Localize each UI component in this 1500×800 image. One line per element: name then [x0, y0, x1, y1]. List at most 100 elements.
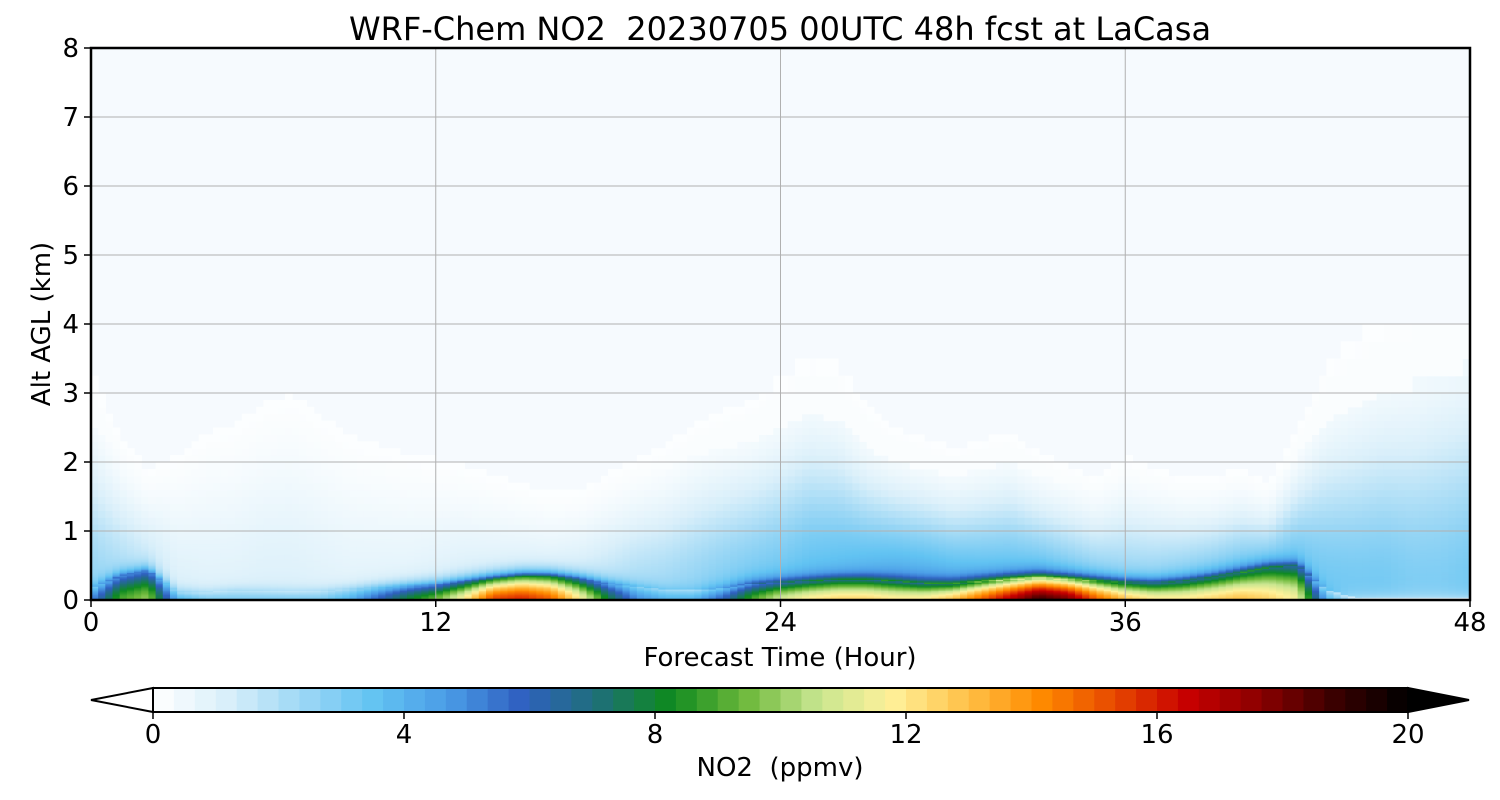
- heatmap-cell: [306, 597, 315, 600]
- heatmap-cell: [371, 573, 379, 576]
- heatmap-cell: [270, 580, 279, 583]
- heatmap-cell: [572, 546, 580, 549]
- heatmap-cell: [184, 532, 193, 535]
- heatmap-cell: [134, 551, 142, 554]
- heatmap-cell: [320, 496, 329, 504]
- heatmap-cell: [126, 571, 135, 573]
- heatmap-cell: [378, 462, 387, 470]
- heatmap-cell: [191, 536, 200, 539]
- heatmap-cell: [651, 594, 659, 597]
- heatmap-cell: [371, 586, 379, 589]
- heatmap-cell: [414, 587, 422, 590]
- heatmap-cell: [665, 575, 674, 578]
- heatmap-cell: [249, 542, 257, 545]
- heatmap-cell: [105, 547, 114, 550]
- heatmap-cell: [313, 569, 322, 572]
- heatmap-cell: [284, 543, 293, 546]
- heatmap-cell: [126, 533, 135, 536]
- heatmap-cell: [407, 536, 415, 539]
- heatmap-cell: [500, 580, 509, 583]
- heatmap-cell: [363, 594, 372, 597]
- heatmap-cell: [399, 496, 408, 504]
- heatmap-cell: [220, 569, 229, 572]
- heatmap-cell: [579, 542, 588, 545]
- heatmap-cell: [320, 564, 329, 567]
- heatmap-cell: [521, 551, 530, 554]
- heatmap-cell: [586, 583, 595, 586]
- heatmap-cell: [335, 557, 343, 560]
- heatmap-cell: [600, 594, 609, 597]
- heatmap-cell: [112, 595, 121, 598]
- heatmap-cell: [565, 591, 573, 594]
- heatmap-cell: [227, 434, 236, 442]
- heatmap-cell: [658, 555, 667, 558]
- heatmap-cell: [385, 533, 394, 536]
- heatmap-cell: [385, 595, 394, 598]
- heatmap-cell: [543, 565, 552, 568]
- heatmap-cell: [399, 591, 408, 594]
- heatmap-cell: [213, 557, 221, 560]
- heatmap-cell: [414, 496, 422, 504]
- heatmap-cell: [313, 584, 322, 587]
- heatmap-cell: [234, 531, 243, 533]
- heatmap-cell: [572, 555, 580, 558]
- heatmap-cell: [306, 579, 315, 582]
- heatmap-cell: [227, 597, 236, 600]
- heatmap-cell: [557, 503, 566, 511]
- heatmap-cell: [450, 558, 458, 561]
- heatmap-cell: [529, 593, 537, 596]
- heatmap-cell: [342, 542, 351, 545]
- heatmap-cell: [435, 546, 444, 549]
- heatmap-cell: [191, 524, 200, 532]
- heatmap-cell: [134, 540, 142, 543]
- heatmap-cell: [320, 557, 329, 560]
- heatmap-cell: [529, 564, 537, 567]
- heatmap-cell: [227, 590, 236, 593]
- heatmap-cell: [105, 577, 114, 580]
- heatmap-cell: [220, 583, 229, 586]
- heatmap-cell: [629, 532, 638, 535]
- heatmap-cell: [213, 562, 221, 565]
- heatmap-cell: [471, 503, 480, 511]
- heatmap-cell: [586, 510, 595, 518]
- heatmap-cell: [629, 543, 638, 546]
- heatmap-cell: [385, 593, 394, 596]
- heatmap-cell: [579, 582, 588, 585]
- heatmap-cell: [306, 572, 315, 575]
- heatmap-cell: [234, 580, 243, 583]
- heatmap-cell: [320, 555, 329, 558]
- heatmap-cell: [486, 543, 494, 546]
- heatmap-cell: [170, 544, 178, 547]
- heatmap-cell: [407, 594, 415, 597]
- heatmap-cell: [299, 531, 308, 533]
- heatmap-cell: [256, 535, 264, 538]
- heatmap-cell: [184, 537, 193, 540]
- heatmap-cell: [191, 586, 200, 589]
- heatmap-cell: [299, 582, 308, 585]
- heatmap-cell: [112, 587, 121, 590]
- heatmap-cell: [349, 586, 358, 589]
- heatmap-cell: [399, 551, 408, 554]
- heatmap-cell: [191, 579, 200, 582]
- heatmap-cell: [205, 557, 214, 560]
- heatmap-cell: [457, 489, 466, 498]
- heatmap-cell: [593, 566, 602, 569]
- heatmap-cell: [521, 544, 530, 547]
- heatmap-cell: [665, 597, 674, 600]
- heatmap-cell: [493, 510, 501, 518]
- heatmap-cell: [593, 537, 602, 540]
- heatmap-cell: [227, 565, 236, 568]
- heatmap-cell: [435, 510, 444, 518]
- heatmap-cell: [486, 517, 494, 525]
- heatmap-cell: [313, 510, 322, 518]
- heatmap-cell: [234, 568, 243, 571]
- heatmap-cell: [507, 580, 516, 583]
- heatmap-cell: [356, 551, 365, 554]
- heatmap-cell: [399, 582, 408, 585]
- heatmap-cell: [342, 583, 351, 586]
- heatmap-cell: [565, 565, 573, 568]
- heatmap-cell: [565, 537, 573, 540]
- heatmap-cell: [162, 597, 171, 600]
- heatmap-cell: [593, 576, 602, 579]
- heatmap-cell: [141, 510, 150, 518]
